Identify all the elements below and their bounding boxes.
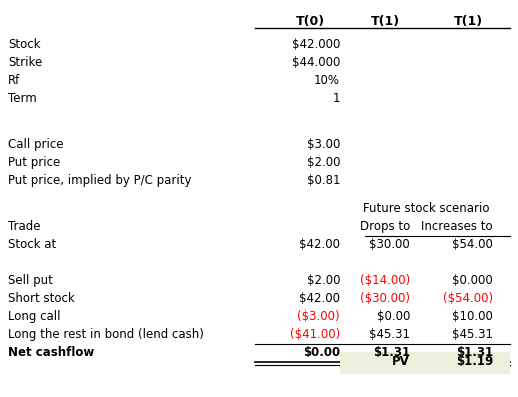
Text: $45.31: $45.31: [369, 328, 410, 341]
Text: ($3.00): ($3.00): [297, 310, 340, 323]
Text: $10.00: $10.00: [452, 310, 493, 323]
Text: $2.00: $2.00: [307, 274, 340, 287]
Text: Long call: Long call: [8, 310, 61, 323]
Text: Stock: Stock: [8, 38, 40, 51]
Text: 1: 1: [333, 92, 340, 105]
Text: Net cashflow: Net cashflow: [8, 346, 94, 359]
Text: 10%: 10%: [314, 74, 340, 87]
Text: $1.31: $1.31: [373, 346, 410, 359]
Text: Rf: Rf: [8, 74, 20, 87]
Text: $0.81: $0.81: [307, 174, 340, 187]
Text: Trade: Trade: [8, 220, 40, 233]
Text: $3.00: $3.00: [307, 138, 340, 151]
Text: Short stock: Short stock: [8, 292, 75, 305]
Text: Put price: Put price: [8, 156, 60, 169]
Text: T(0): T(0): [295, 15, 325, 28]
Text: Future stock scenario: Future stock scenario: [363, 202, 490, 215]
Text: $1.31: $1.31: [456, 346, 493, 359]
Text: Drops to: Drops to: [359, 220, 410, 233]
Text: ($41.00): ($41.00): [290, 328, 340, 341]
Text: $44.000: $44.000: [292, 56, 340, 69]
Text: ($54.00): ($54.00): [443, 292, 493, 305]
Text: T(1): T(1): [370, 15, 399, 28]
Bar: [340, 352, 510, 374]
Text: Term: Term: [8, 92, 37, 105]
Text: $42.000: $42.000: [292, 38, 340, 51]
Text: Strike: Strike: [8, 56, 42, 69]
Text: $30.00: $30.00: [369, 238, 410, 251]
Text: ($30.00): ($30.00): [360, 292, 410, 305]
Text: $42.00: $42.00: [299, 292, 340, 305]
Text: PV: PV: [392, 355, 410, 368]
Text: $54.00: $54.00: [452, 238, 493, 251]
Text: $42.00: $42.00: [299, 238, 340, 251]
Text: $45.31: $45.31: [452, 328, 493, 341]
Text: Stock at: Stock at: [8, 238, 56, 251]
Text: T(1): T(1): [453, 15, 483, 28]
Text: $1.19: $1.19: [456, 355, 493, 368]
Text: $0.000: $0.000: [452, 274, 493, 287]
Text: $2.00: $2.00: [307, 156, 340, 169]
Text: Put price, implied by P/C parity: Put price, implied by P/C parity: [8, 174, 192, 187]
Text: Increases to: Increases to: [421, 220, 493, 233]
Text: Long the rest in bond (lend cash): Long the rest in bond (lend cash): [8, 328, 204, 341]
Text: $0.00: $0.00: [303, 346, 340, 359]
Text: $0.00: $0.00: [377, 310, 410, 323]
Text: Sell put: Sell put: [8, 274, 53, 287]
Text: ($14.00): ($14.00): [359, 274, 410, 287]
Text: Call price: Call price: [8, 138, 64, 151]
